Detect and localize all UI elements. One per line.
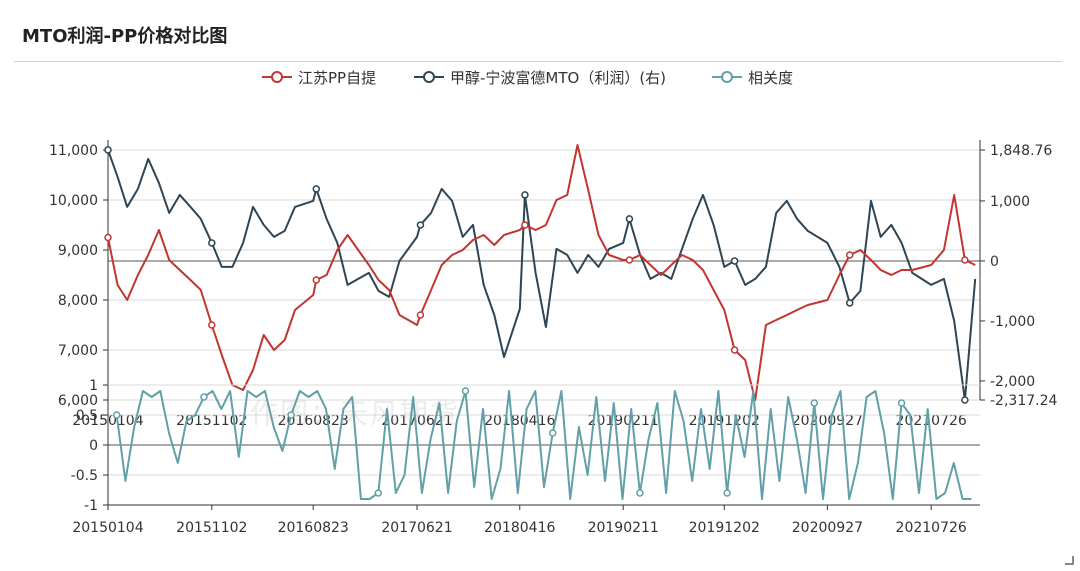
legend-line-circle-icon [262, 71, 292, 83]
series-mto-line-point [961, 396, 969, 404]
series-pp-line-point [104, 233, 112, 242]
x-tick-label-top: 20190211 [588, 413, 659, 429]
y-bottom-tick-label: -1 [84, 498, 98, 514]
y-left-tick-label: 7,000 [58, 343, 98, 359]
legend-item-corr[interactable]: 相关度 [712, 64, 793, 90]
legend-label-pp: 江苏PP自提 [298, 68, 377, 87]
y-bottom-tick-label: 1 [89, 378, 98, 394]
y-right-tick-label: 0 [990, 254, 999, 270]
legend-line-circle-icon [712, 71, 742, 83]
series-pp-line-point [312, 276, 321, 284]
series-pp-line-point [521, 221, 529, 229]
series-corr-line-point [723, 489, 731, 497]
y-left-tick-label: 10,000 [49, 193, 98, 209]
y-left-tick-label: 8,000 [58, 293, 98, 309]
series-corr-line-point [636, 489, 644, 497]
series-mto-line-point [312, 185, 321, 193]
series-corr-line-point [112, 411, 121, 419]
resize-handle-icon[interactable] [1065, 556, 1074, 565]
legend-line-circle-icon [414, 71, 444, 83]
x-tick-label-bottom: 20191202 [689, 520, 760, 536]
series-corr-line-point [200, 393, 208, 401]
legend: 江苏PP自提 甲醇-宁波富德MTO（利润）(右) 相关度 [0, 64, 1080, 90]
y-right-tick-label: -2,317.24 [990, 393, 1057, 409]
series-mto-line-point [730, 257, 739, 265]
x-tick-label-bottom: 20170621 [381, 520, 452, 536]
series-mto-line [107, 149, 977, 401]
series-pp-line-point [625, 256, 634, 264]
x-tick-label-bottom: 20150104 [72, 520, 143, 536]
title-divider [14, 61, 1062, 62]
y-right-tick-label: 1,000 [990, 194, 1030, 210]
series-mto-line-point [104, 146, 112, 154]
series-corr-line-point [374, 489, 383, 497]
y-bottom-tick-label: 0 [89, 438, 98, 454]
x-tick-label-top: 20210726 [896, 413, 967, 429]
y-left-tick-label: 9,000 [58, 243, 98, 259]
series-mto-line-point [521, 191, 529, 199]
series-mto-line-point [208, 239, 216, 247]
y-right-tick-label: -1,000 [990, 314, 1035, 330]
series-pp-line-point [961, 256, 969, 264]
legend-label-mto: 甲醇-宁波富德MTO（利润）(右) [450, 68, 667, 87]
x-tick-label-top: 20191202 [689, 413, 760, 429]
series-corr-line [115, 390, 972, 500]
x-tick-label-top: 20160823 [278, 413, 349, 429]
legend-item-pp[interactable]: 江苏PP自提 [262, 64, 376, 90]
series-mto-line-point [625, 215, 634, 223]
y-right-tick-label: 1,848.76 [990, 143, 1052, 159]
series-corr-line-point [548, 429, 557, 437]
chart-title: MTO利润-PP价格对比图 [22, 26, 228, 47]
y-left-tick-label: 11,000 [49, 143, 98, 159]
series-pp-line [107, 144, 976, 401]
x-tick-label-bottom: 20151102 [176, 520, 247, 536]
x-tick-label-bottom: 20180416 [484, 520, 555, 536]
x-tick-label-bottom: 20190211 [588, 520, 659, 536]
series-corr-line-point [810, 399, 819, 407]
series-corr-line-point [287, 411, 295, 419]
legend-item-mto[interactable]: 甲醇-宁波富德MTO（利润）(右) [414, 64, 666, 90]
legend-label-corr: 相关度 [748, 68, 794, 87]
series-pp-line-point [416, 311, 425, 319]
y-bottom-tick-label: 0.5 [76, 408, 98, 424]
x-tick-label-top: 20200927 [792, 413, 863, 429]
watermark: 作图：天风期货 [250, 397, 461, 430]
series-pp-line-point [208, 321, 216, 329]
x-tick-label-bottom: 20200927 [792, 520, 863, 536]
series-corr-line-point [897, 399, 906, 407]
x-tick-label-bottom: 20160823 [278, 520, 349, 536]
series-mto-line-point [845, 299, 854, 307]
y-bottom-tick-label: -0.5 [71, 468, 98, 484]
series-mto-line-point [416, 221, 425, 229]
y-right-tick-label: -2,000 [990, 374, 1035, 390]
series-corr-line-point [461, 387, 470, 395]
series-pp-line-point [845, 251, 854, 259]
series-pp-line-point [730, 346, 739, 354]
x-tick-label-bottom: 20210726 [896, 520, 967, 536]
y-left-tick-label: 6,000 [58, 393, 98, 409]
